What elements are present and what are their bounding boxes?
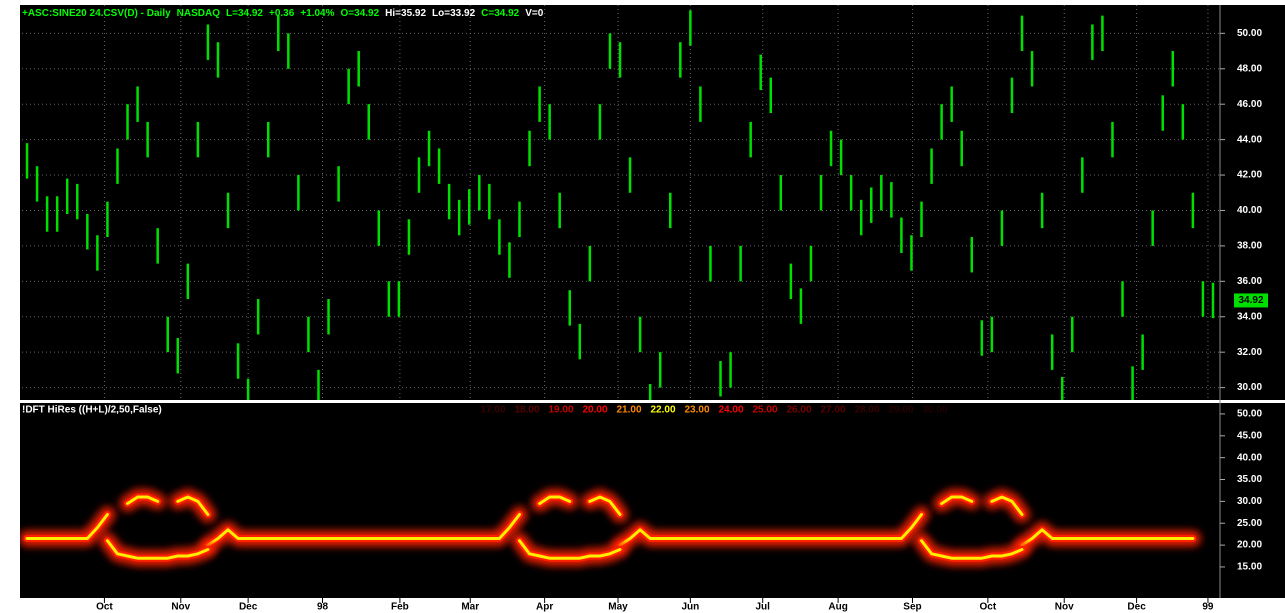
price-pane [20,5,1285,400]
last-value-box [1234,293,1268,308]
period-label: 24.00 [718,405,743,416]
period-label: 27.00 [820,405,845,416]
y-tick-label: 46.00 [1237,99,1262,110]
cycle-line [25,513,1195,547]
x-tick-label: Oct [980,602,997,613]
y-tick-label: 30.00 [1237,382,1262,393]
x-tick-label: Dec [1127,602,1146,613]
x-tick-label: Feb [391,602,409,613]
y-tick-label: 38.00 [1237,241,1262,252]
cycle-line [126,495,1024,516]
x-tick-label: Nov [1055,602,1074,613]
y-tick-label: 32.00 [1237,347,1262,358]
header-item: NASDAQ [177,8,221,19]
header-item: +ASC:SINE20 24.CSV(D) - Daily [22,8,171,19]
y-tick-label: 50.00 [1237,409,1262,420]
period-label: 17.00 [480,405,505,416]
axes: 30.00 32.00 34.00 36.00 38.00 40.00 42.00 44.00… [96,28,1268,613]
y-tick-label: 25.00 [1237,518,1262,529]
x-tick-label: 99 [1202,602,1214,613]
header-item: O=34.92 [341,8,380,19]
period-label: 22.00 [650,405,675,416]
period-label: 30.00 [922,405,947,416]
cycle-line [105,539,1024,560]
period-label: 28.00 [854,405,879,416]
header-item: Lo=33.92 [432,8,476,19]
x-tick-label: May [608,602,628,613]
y-tick-label: 48.00 [1237,63,1262,74]
header-item: Hi=35.92 [385,8,426,19]
last-value-label: 34.92 [1238,295,1263,306]
period-label: 26.00 [786,405,811,416]
y-tick-label: 20.00 [1237,540,1262,551]
y-tick-label: 30.00 [1237,496,1262,507]
x-tick-label: 98 [317,602,329,613]
y-tick-label: 34.00 [1237,311,1262,322]
period-label: 19.00 [548,405,573,416]
x-tick-label: Apr [536,602,553,613]
period-label: 21.00 [616,405,641,416]
period-label: 29.00 [888,405,913,416]
y-tick-label: 35.00 [1237,474,1262,485]
x-tick-label: Sep [903,602,921,613]
y-tick-label: 15.00 [1237,562,1262,573]
x-tick-label: Aug [828,602,847,613]
x-tick-label: Nov [171,602,190,613]
price-plot [22,5,1220,400]
period-label: 23.00 [684,405,709,416]
period-label: 18.00 [514,405,539,416]
y-tick-label: 36.00 [1237,276,1262,287]
y-tick-label: 40.00 [1237,452,1262,463]
header-item: V=0 [525,8,544,19]
y-tick-label: 40.00 [1237,205,1262,216]
y-tick-label: 45.00 [1237,430,1262,441]
header: +ASC:SINE20 24.CSV(D) - Daily NASDAQ L=34.… [22,8,544,19]
x-tick-label: Dec [239,602,258,613]
dft-pane [20,403,1285,598]
header-item: C=34.92 [481,8,520,19]
dft-plot [20,489,1201,567]
dft-title: !DFT HiRes ((H+L)/2,50,False) [22,405,162,416]
x-tick-label: Mar [461,602,479,613]
y-tick-label: 50.00 [1237,28,1262,39]
header-item: +1.04% [300,8,334,19]
period-label: 20.00 [582,405,607,416]
x-tick-label: Oct [96,602,113,613]
y-tick-label: 44.00 [1237,134,1262,145]
header-item: L=34.92 [226,8,263,19]
y-tick-label: 42.00 [1237,170,1262,181]
period-label: 25.00 [752,405,777,416]
x-tick-label: Jun [681,602,699,613]
header-item: +0.36 [269,8,295,19]
x-tick-label: Jul [755,602,770,613]
